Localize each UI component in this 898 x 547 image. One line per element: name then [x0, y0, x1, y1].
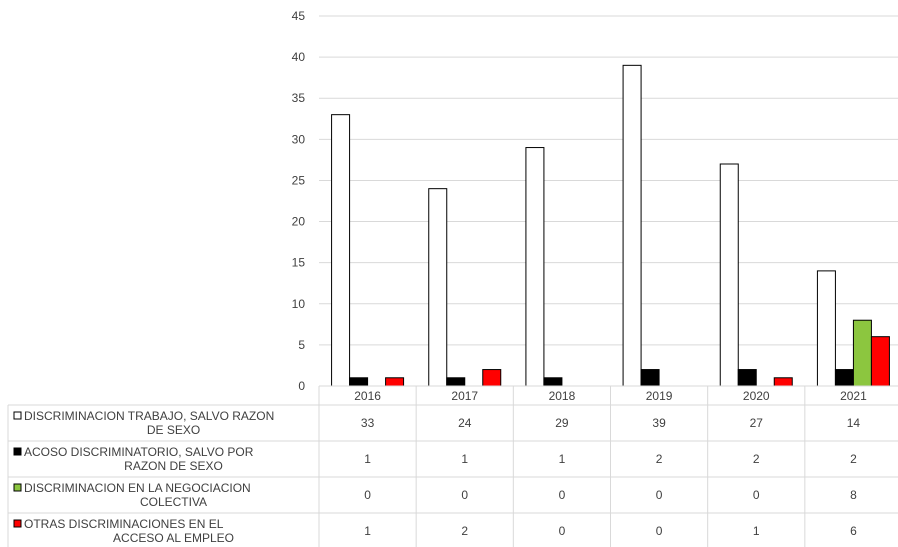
data-value: 29	[555, 416, 569, 430]
data-value: 33	[361, 416, 375, 430]
x-tick-label: 2018	[549, 389, 576, 403]
data-value: 8	[850, 488, 857, 502]
data-value: 2	[850, 452, 857, 466]
data-value: 0	[559, 524, 566, 538]
bar	[834, 369, 854, 387]
legend-label: DISCRIMINACION EN LA NEGOCIACION	[24, 481, 251, 495]
data-value: 2	[656, 452, 663, 466]
bar	[816, 270, 836, 387]
bar	[525, 147, 545, 387]
bar	[349, 377, 369, 387]
bar	[737, 369, 757, 387]
x-tick-label: 2021	[840, 389, 867, 403]
bar	[331, 114, 351, 387]
y-tick-label: 15	[292, 256, 306, 270]
legend-key	[13, 519, 22, 528]
y-tick-label: 20	[292, 215, 306, 229]
bar	[622, 64, 642, 387]
data-value: 24	[458, 416, 472, 430]
bars	[331, 64, 890, 387]
data-value: 0	[656, 524, 663, 538]
data-value: 1	[461, 452, 468, 466]
bar	[640, 369, 660, 387]
data-value: 1	[559, 452, 566, 466]
bar	[385, 377, 405, 387]
y-tick-label: 10	[292, 297, 306, 311]
data-value: 0	[559, 488, 566, 502]
legend-key	[13, 483, 22, 492]
bar	[428, 188, 448, 387]
data-value: 1	[364, 452, 371, 466]
legend-label: OTRAS DISCRIMINACIONES EN EL	[24, 517, 224, 531]
data-value: 6	[850, 524, 857, 538]
legend-label: ACCESO AL EMPLEO	[113, 531, 234, 545]
legend-key	[13, 447, 22, 456]
x-tick-label: 2016	[354, 389, 381, 403]
data-value: 39	[652, 416, 666, 430]
legend-label: RAZON DE SEXO	[124, 459, 223, 473]
data-value: 0	[753, 488, 760, 502]
y-tick-label: 30	[292, 132, 306, 146]
bar	[446, 377, 466, 387]
y-axis-ticks: 0 5 10 15 20 25 30 35 40 45	[292, 9, 306, 393]
y-tick-label: 35	[292, 91, 306, 105]
gridlines	[319, 15, 898, 387]
bar	[870, 336, 890, 387]
x-tick-label: 2020	[743, 389, 770, 403]
data-value: 2	[753, 452, 760, 466]
y-tick-label: 40	[292, 50, 306, 64]
legend-label: ACOSO DISCRIMINATORIO, SALVO POR	[24, 445, 254, 459]
y-tick-label: 0	[298, 379, 305, 393]
bar	[482, 369, 502, 387]
data-value: 27	[750, 416, 764, 430]
legend-label: COLECTIVA	[140, 495, 207, 509]
bar	[719, 163, 739, 387]
bar	[852, 319, 872, 387]
data-value: 0	[364, 488, 371, 502]
y-tick-label: 45	[292, 9, 306, 23]
legend-key	[13, 411, 22, 420]
y-tick-label: 5	[298, 338, 305, 352]
data-value: 14	[847, 416, 861, 430]
legend-label: DE SEXO	[147, 423, 200, 437]
x-tick-label: 2019	[646, 389, 673, 403]
data-value: 0	[461, 488, 468, 502]
data-value: 0	[656, 488, 663, 502]
data-value: 2	[461, 524, 468, 538]
y-tick-label: 25	[292, 173, 306, 187]
x-tick-label: 2017	[451, 389, 478, 403]
bar	[543, 377, 563, 387]
data-value: 1	[364, 524, 371, 538]
legend-label: DISCRIMINACION TRABAJO, SALVO RAZON	[24, 409, 274, 423]
data-value: 1	[753, 524, 760, 538]
bar	[773, 377, 793, 387]
